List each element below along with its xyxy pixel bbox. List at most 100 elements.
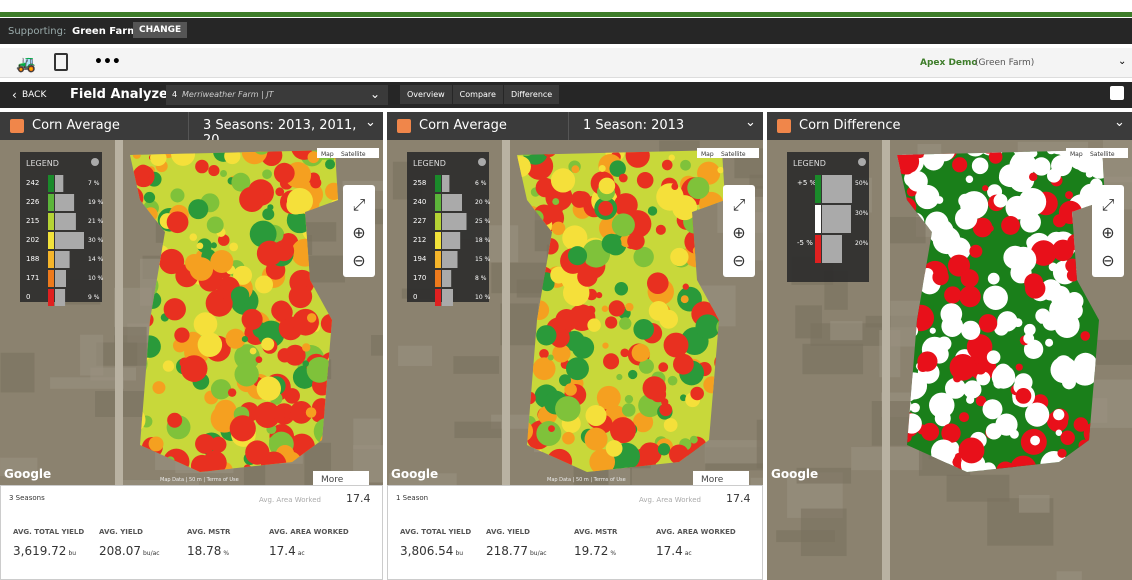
legend-close[interactable] — [478, 158, 486, 166]
yield-blob — [1014, 318, 1023, 327]
zoom-button[interactable]: ⤢ — [1102, 195, 1115, 214]
map-type-button[interactable]: Satellite — [1090, 151, 1115, 158]
yield-blob — [250, 348, 257, 355]
report-icon[interactable] — [54, 53, 68, 71]
metric: 17.4ac — [269, 540, 305, 559]
zoom-button[interactable]: ⤢ — [353, 195, 366, 214]
yield-blob — [972, 158, 989, 175]
yield-blob — [277, 348, 291, 362]
header-chevron[interactable]: ⌄ — [1114, 115, 1125, 130]
zoom-button[interactable]: ⊖ — [352, 251, 365, 270]
zoom-button[interactable]: ⊖ — [1101, 251, 1114, 270]
change-button[interactable]: CHANGE — [133, 22, 187, 38]
yield-blob — [955, 207, 977, 229]
more-button[interactable]: More — [321, 475, 344, 485]
legend-close[interactable] — [858, 158, 866, 166]
yield-blob — [585, 405, 606, 426]
season-summary: 1 Season — [396, 494, 428, 502]
yield-blob — [302, 343, 310, 351]
map-type-button[interactable]: Map — [701, 151, 714, 158]
legend: LEGEND+5 %50%30%-5 %20% — [787, 152, 869, 282]
terrain-patch — [886, 217, 926, 243]
yield-blob — [907, 171, 928, 192]
yield-blob — [957, 159, 965, 167]
metric: 3,806.54bu — [400, 540, 463, 559]
legend-value: 227 — [413, 217, 426, 225]
yield-blob — [562, 432, 575, 445]
map-type-button[interactable]: Map — [321, 151, 334, 158]
tab[interactable]: Difference — [504, 85, 559, 104]
legend-share-bar — [55, 175, 63, 192]
yield-blob — [164, 298, 186, 320]
field-chevron: ⌄ — [370, 87, 380, 101]
more-button[interactable]: More — [701, 475, 724, 485]
terrain-patch — [453, 356, 499, 374]
tab[interactable]: Compare — [453, 85, 503, 104]
yield-blob — [606, 440, 623, 457]
print-icon[interactable] — [1110, 86, 1124, 100]
yield-blob — [185, 254, 204, 273]
yield-blob — [917, 351, 937, 371]
account-org: (Green Farm) — [975, 58, 1034, 68]
yield-blob — [1050, 356, 1077, 383]
map-type-button[interactable]: Satellite — [721, 151, 746, 158]
yield-blob — [1056, 309, 1067, 320]
yield-blob — [680, 160, 691, 171]
yield-blob — [1023, 333, 1034, 344]
yield-blob — [659, 310, 678, 329]
legend-color — [435, 289, 441, 306]
panel-title: Corn Average — [419, 118, 507, 133]
season-select[interactable]: 1 Season: 2013 — [583, 118, 743, 133]
yield-blob — [585, 428, 608, 451]
legend-value: 215 — [26, 217, 39, 225]
terrain-patch — [90, 368, 136, 381]
yield-blob — [188, 199, 208, 219]
terrain-patch — [1019, 495, 1050, 513]
yield-blob — [231, 286, 249, 304]
legend-value: 212 — [413, 236, 426, 244]
road — [115, 140, 123, 485]
yield-blob — [239, 187, 264, 212]
metric-unit: % — [223, 550, 229, 557]
metric-label: AVG. MSTR — [574, 528, 617, 536]
field-select[interactable]: 4 Merriweather Farm | JT ⌄ — [166, 85, 388, 105]
metric-value: 3,806.54 — [400, 544, 453, 558]
more-menu[interactable]: ••• — [94, 54, 121, 70]
tab[interactable]: Overview — [400, 85, 452, 104]
metric-label: AVG. AREA WORKED — [269, 528, 349, 536]
area-label: Avg. Area Worked — [639, 496, 701, 504]
account[interactable]: Apex Demo — [920, 58, 978, 68]
layer-swatch — [10, 119, 24, 133]
map-type-button[interactable]: Satellite — [341, 151, 366, 158]
yield-blob — [220, 170, 227, 177]
yield-blob — [953, 374, 961, 382]
account-chevron[interactable]: ⌄ — [1118, 56, 1126, 67]
yield-blob — [135, 165, 150, 180]
terrain-patch — [757, 420, 763, 469]
legend-close[interactable] — [91, 158, 99, 166]
yield-blob — [598, 201, 613, 216]
header-chevron[interactable]: ⌄ — [745, 115, 756, 130]
map-type-button[interactable]: Map — [1070, 151, 1083, 158]
yield-blob — [242, 336, 248, 342]
zoom-button[interactable]: ⊕ — [1101, 223, 1114, 242]
zoom-button[interactable]: ⊕ — [732, 223, 745, 242]
zoom-button[interactable]: ⤢ — [733, 195, 746, 214]
legend: LEGEND2586 %24020 %22725 %21218 %19415 %… — [407, 152, 491, 306]
back-arrow[interactable]: ‹ — [12, 88, 17, 102]
legend-share-bar — [442, 251, 458, 268]
yield-blob — [1025, 402, 1049, 426]
tractor-icon[interactable]: 🚜 — [16, 54, 36, 73]
stats-panel: 3 SeasonsAvg. Area Worked17.4AVG. TOTAL … — [0, 485, 383, 580]
layer-swatch — [777, 119, 791, 133]
yield-blob — [658, 362, 668, 372]
header-chevron[interactable]: ⌄ — [365, 115, 376, 130]
zoom-button[interactable]: ⊖ — [732, 251, 745, 270]
yield-blob — [695, 314, 719, 338]
legend-percent: 7 % — [88, 180, 100, 187]
back-button[interactable]: BACK — [22, 90, 46, 100]
zoom-button[interactable]: ⊕ — [352, 223, 365, 242]
yield-blob — [274, 163, 295, 184]
